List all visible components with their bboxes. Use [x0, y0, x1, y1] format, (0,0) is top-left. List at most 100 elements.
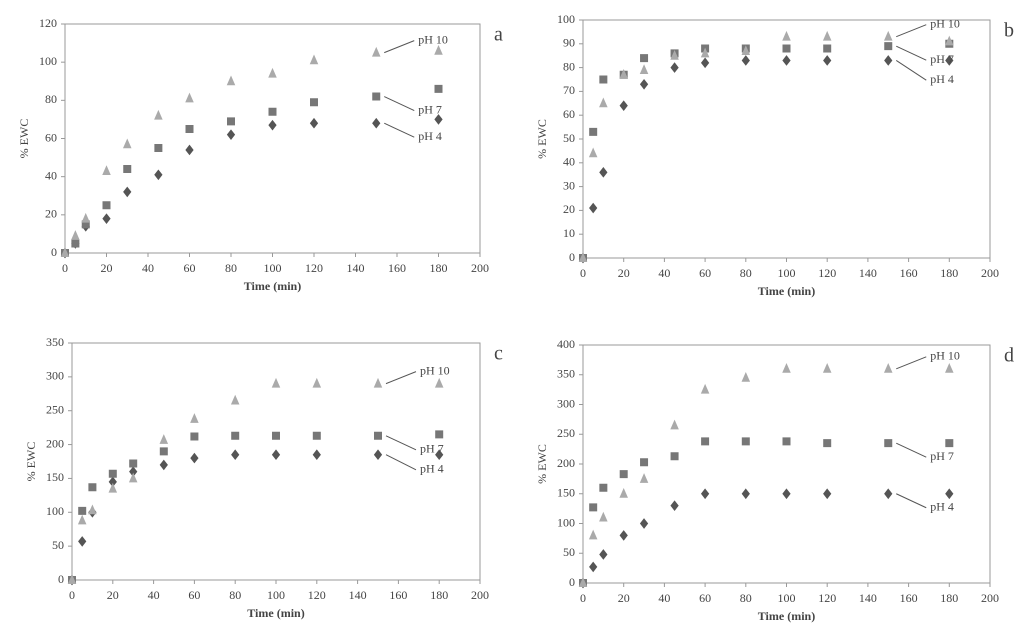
series-annotation: pH 7 — [930, 449, 954, 463]
data-point — [946, 489, 953, 498]
data-point — [742, 56, 749, 65]
x-tick-label: 180 — [940, 266, 958, 280]
x-tick-label: 160 — [389, 588, 407, 602]
x-tick-label: 140 — [859, 266, 877, 280]
data-point — [436, 379, 443, 387]
data-point — [783, 364, 790, 372]
x-tick-label: 80 — [229, 588, 241, 602]
data-point — [600, 168, 607, 177]
data-point — [824, 56, 831, 65]
data-point — [79, 516, 86, 524]
x-tick-label: 200 — [471, 588, 489, 602]
data-point — [155, 145, 162, 152]
annotation-arrow — [384, 97, 414, 111]
x-tick-label: 20 — [618, 266, 630, 280]
data-point — [311, 56, 318, 64]
data-point — [600, 99, 607, 107]
data-point — [269, 69, 276, 77]
y-tick-label: 250 — [46, 402, 64, 416]
data-point — [186, 94, 193, 102]
data-point — [824, 364, 831, 372]
x-tick-label: 140 — [349, 588, 367, 602]
series-annotation: pH 4 — [930, 500, 954, 514]
x-tick-label: 40 — [142, 261, 154, 275]
y-tick-label: 100 — [557, 515, 575, 529]
data-point — [124, 187, 131, 196]
data-point — [600, 513, 607, 521]
data-point — [191, 454, 198, 463]
data-point — [435, 46, 442, 54]
x-tick-label: 80 — [740, 266, 752, 280]
data-point — [232, 432, 239, 439]
x-tick-label: 200 — [981, 266, 999, 280]
x-tick-label: 60 — [184, 261, 196, 275]
y-tick-label: 100 — [46, 504, 64, 518]
x-axis-label: Time (min) — [758, 284, 815, 298]
data-point — [130, 460, 137, 467]
data-point — [89, 484, 96, 491]
x-tick-label: 40 — [148, 588, 160, 602]
series-annotation: pH 4 — [418, 129, 442, 143]
x-tick-label: 100 — [778, 266, 796, 280]
y-axis-label: % EWC — [535, 444, 549, 484]
data-point — [79, 507, 86, 514]
data-point — [783, 45, 790, 52]
data-point — [373, 93, 380, 100]
annotation-arrow — [384, 123, 414, 137]
x-tick-label: 180 — [430, 588, 448, 602]
y-tick-label: 350 — [46, 335, 64, 349]
x-tick-label: 0 — [62, 261, 68, 275]
data-point — [885, 364, 892, 372]
data-point — [79, 537, 86, 546]
x-tick-label: 180 — [430, 261, 448, 275]
data-point — [783, 438, 790, 445]
data-point — [130, 474, 137, 482]
data-point — [228, 118, 235, 125]
data-point — [72, 231, 79, 239]
y-tick-label: 200 — [46, 436, 64, 450]
data-point — [824, 440, 831, 447]
x-tick-label: 20 — [618, 591, 630, 605]
data-point — [191, 433, 198, 440]
series-annotation: pH 4 — [930, 72, 954, 86]
data-point — [124, 140, 131, 148]
y-tick-label: 60 — [45, 130, 57, 144]
data-point — [742, 489, 749, 498]
x-tick-label: 20 — [101, 261, 113, 275]
y-tick-label: 40 — [563, 155, 575, 169]
x-tick-label: 60 — [188, 588, 200, 602]
y-tick-label: 0 — [569, 575, 575, 589]
y-tick-label: 60 — [563, 107, 575, 121]
series-annotation: pH 4 — [420, 462, 444, 476]
y-tick-label: 150 — [46, 470, 64, 484]
data-point — [620, 101, 627, 110]
data-point — [641, 80, 648, 89]
y-tick-label: 100 — [557, 12, 575, 26]
x-tick-label: 120 — [818, 266, 836, 280]
data-point — [103, 202, 110, 209]
data-point — [590, 149, 597, 157]
data-point — [228, 77, 235, 85]
data-point — [824, 45, 831, 52]
data-point — [232, 396, 239, 404]
data-point — [269, 121, 276, 130]
data-point — [783, 489, 790, 498]
x-tick-label: 200 — [471, 261, 489, 275]
series-annotation: pH 10 — [930, 16, 960, 30]
x-tick-label: 100 — [264, 261, 282, 275]
y-tick-label: 30 — [563, 178, 575, 192]
figure: 0 20 40 60 80 100 120 140 160 180 200 0 20 40 60 80 100 1… — [0, 0, 1027, 633]
data-point — [375, 450, 382, 459]
y-tick-label: 100 — [39, 54, 57, 68]
series-annotation: pH 7 — [418, 102, 442, 116]
annotation-arrow — [896, 443, 926, 457]
data-point — [742, 438, 749, 445]
y-axis-label: % EWC — [24, 442, 38, 482]
data-point — [313, 432, 320, 439]
y-tick-label: 20 — [45, 207, 57, 221]
x-axis-label: Time (min) — [247, 606, 304, 620]
x-tick-label: 80 — [225, 261, 237, 275]
y-tick-label: 80 — [563, 59, 575, 73]
data-point — [600, 550, 607, 559]
x-tick-label: 140 — [347, 261, 365, 275]
